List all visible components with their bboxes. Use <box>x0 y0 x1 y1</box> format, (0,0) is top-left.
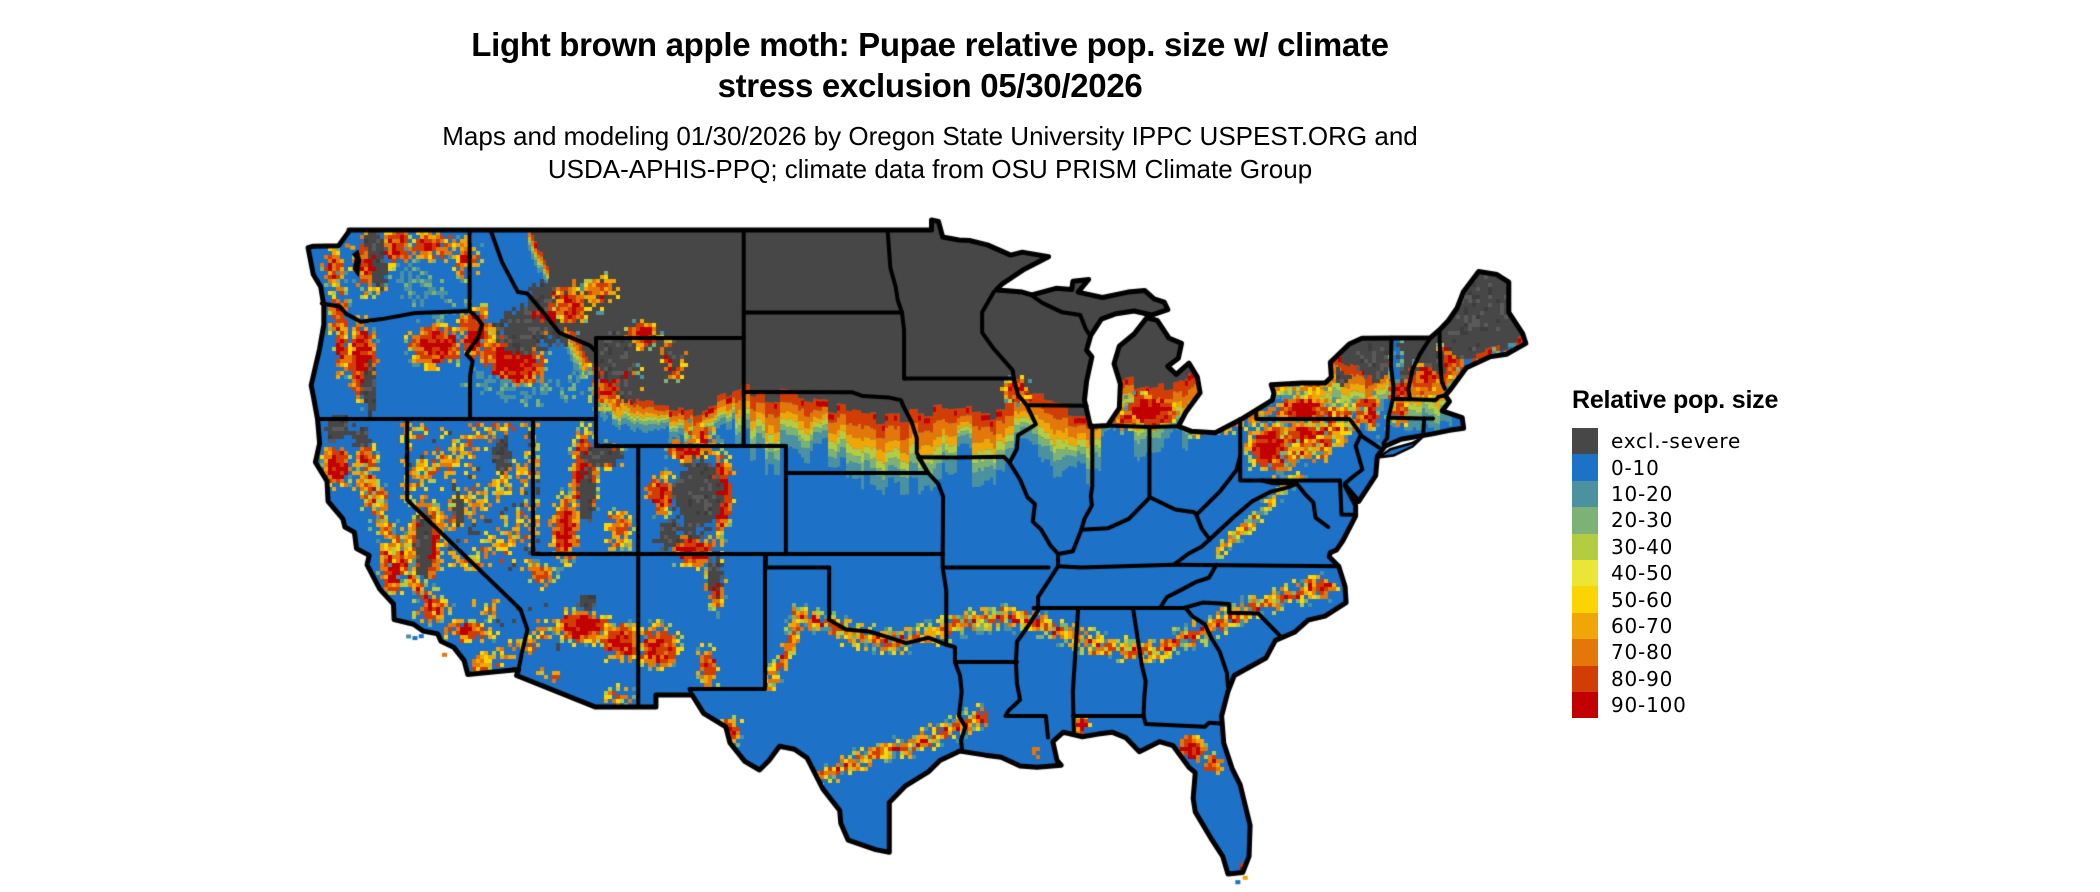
legend-item-label: 50-60 <box>1611 587 1674 612</box>
legend-swatch <box>1572 586 1598 613</box>
legend-swatch <box>1572 533 1598 560</box>
legend-swatch <box>1572 507 1598 534</box>
legend-item-label: 80-90 <box>1611 666 1674 691</box>
legend-swatch <box>1572 665 1598 692</box>
legend-swatch <box>1572 639 1598 666</box>
legend-swatch <box>1572 454 1598 481</box>
legend-swatch <box>1572 559 1598 587</box>
legend-item-label: 60-70 <box>1611 613 1674 638</box>
map-title: Light brown apple moth: Pupae relative p… <box>300 24 1560 106</box>
legend-items: excl.-severe 0-10 10-20 20-30 30-40 40-50 50-6… <box>1572 428 1778 719</box>
legend-swatch <box>1572 691 1598 719</box>
map-title-line2: stress exclusion 05/30/2026 <box>717 67 1143 104</box>
legend-item: 90-100 <box>1572 691 1778 719</box>
legend-item: 40-50 <box>1572 559 1778 587</box>
legend-item-label: 10-20 <box>1611 481 1674 506</box>
legend-item-label: 30-40 <box>1611 534 1674 559</box>
map-subtitle: Maps and modeling 01/30/2026 by Oregon S… <box>300 120 1560 186</box>
legend-item-label: 20-30 <box>1611 508 1674 533</box>
legend-item: 70-80 <box>1572 639 1778 666</box>
legend-item-label: excl.-severe <box>1611 429 1742 454</box>
map-subtitle-line2: USDA-APHIS-PPQ; climate data from OSU PR… <box>547 154 1313 184</box>
map-subtitle-line1: Maps and modeling 01/30/2026 by Oregon S… <box>442 121 1418 151</box>
legend-item: 10-20 <box>1572 480 1778 508</box>
us-choropleth-map <box>300 195 1560 885</box>
legend-item: 30-40 <box>1572 533 1778 560</box>
legend-item: 50-60 <box>1572 586 1778 613</box>
legend-item-label: 70-80 <box>1611 640 1674 665</box>
legend: Relative pop. size excl.-severe 0-10 10-20… <box>1572 386 1779 719</box>
legend-item-label: 40-50 <box>1611 561 1674 586</box>
legend-item: 80-90 <box>1572 665 1778 692</box>
map-title-line1: Light brown apple moth: Pupae relative p… <box>471 26 1389 63</box>
legend-item: 20-30 <box>1572 507 1778 534</box>
legend-item-label: 90-100 <box>1611 693 1687 718</box>
legend-swatch <box>1572 428 1598 455</box>
legend-item: 60-70 <box>1572 612 1778 640</box>
legend-title: Relative pop. size <box>1572 386 1779 414</box>
legend-swatch <box>1572 612 1598 640</box>
legend-item: excl.-severe <box>1572 428 1778 455</box>
legend-item-label: 0-10 <box>1611 455 1660 480</box>
legend-swatch <box>1572 480 1598 508</box>
legend-item: 0-10 <box>1572 454 1778 481</box>
